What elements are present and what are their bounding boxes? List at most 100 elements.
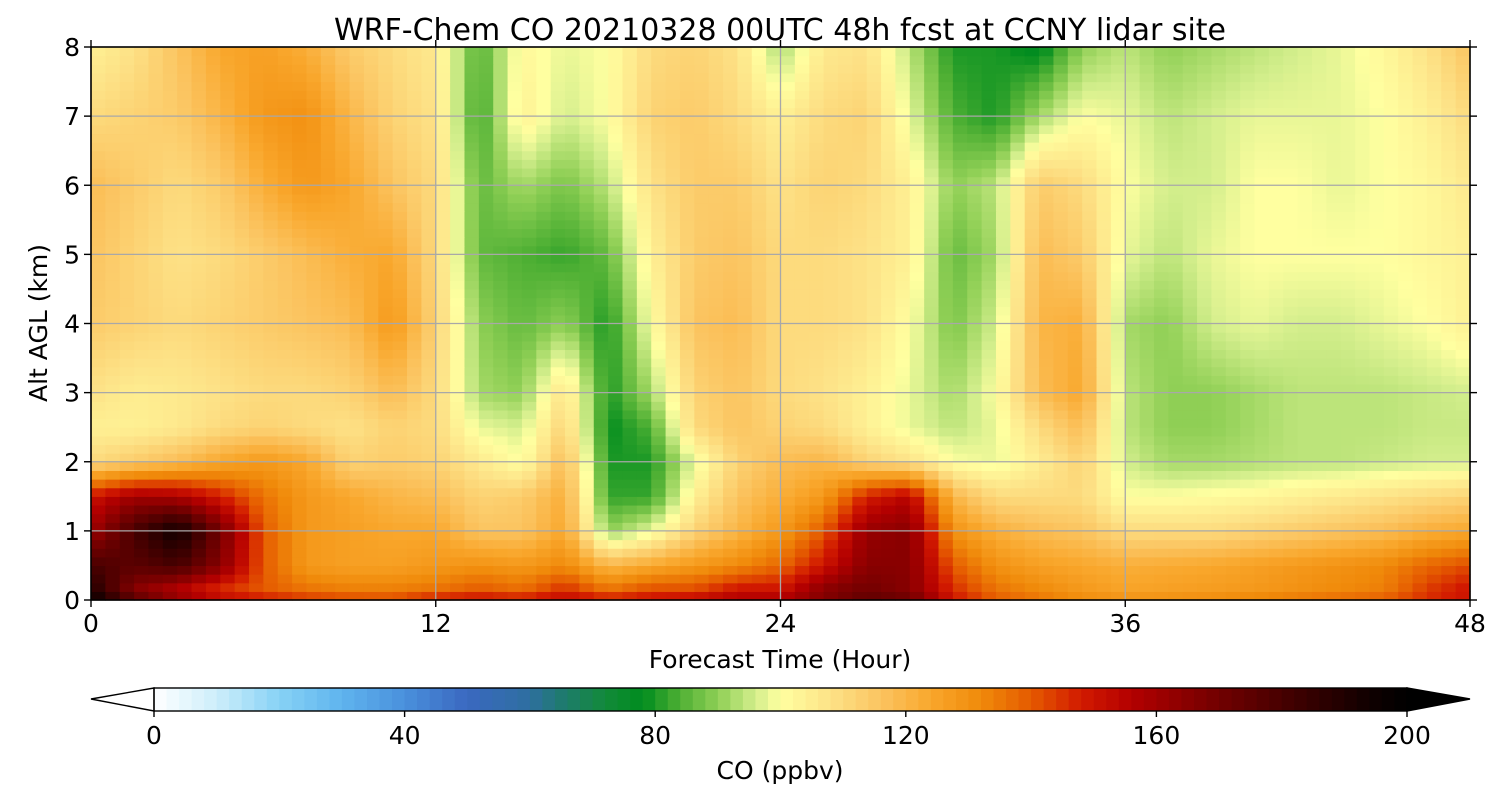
heatmap-cell	[478, 263, 494, 273]
heatmap-cell	[550, 306, 566, 316]
heatmap-cell	[1355, 323, 1371, 333]
heatmap-cell	[694, 340, 710, 351]
heatmap-cell	[148, 530, 164, 541]
heatmap-cell	[579, 219, 595, 230]
heatmap-cell	[1211, 574, 1227, 584]
heatmap-cell	[1211, 245, 1227, 255]
heatmap-cell	[478, 470, 494, 480]
heatmap-cell	[119, 513, 135, 523]
heatmap-cell	[723, 479, 738, 489]
heatmap-cell	[608, 591, 624, 601]
heatmap-cell	[407, 263, 422, 273]
heatmap-cell	[191, 349, 207, 359]
heatmap-cell	[421, 556, 437, 567]
heatmap-cell	[881, 392, 897, 402]
heatmap-cell	[435, 228, 451, 238]
heatmap-cell	[1326, 176, 1342, 186]
heatmap-cell	[134, 479, 150, 489]
heatmap-cell	[995, 582, 1011, 592]
heatmap-cell	[91, 271, 106, 281]
heatmap-cell	[177, 574, 193, 584]
heatmap-cell	[938, 150, 954, 160]
heatmap-cell	[191, 211, 207, 221]
heatmap-cell	[1225, 401, 1241, 411]
heatmap-cell	[694, 159, 710, 169]
heatmap-cell	[478, 574, 494, 584]
heatmap-cell	[622, 409, 638, 420]
heatmap-cell	[723, 254, 738, 264]
heatmap-cell	[694, 522, 710, 532]
heatmap-cell	[1340, 548, 1356, 558]
heatmap-cell	[134, 159, 150, 169]
heatmap-cell	[809, 167, 825, 178]
heatmap-cell	[852, 461, 868, 471]
heatmap-cell	[536, 167, 552, 178]
heatmap-cell	[1168, 444, 1184, 454]
heatmap-cell	[263, 470, 279, 480]
heatmap-cell	[809, 582, 825, 592]
heatmap-cell	[1340, 513, 1356, 523]
heatmap-cell	[1082, 504, 1098, 515]
heatmap-cell	[1110, 219, 1126, 230]
heatmap-cell	[866, 375, 882, 385]
heatmap-cell	[536, 427, 552, 437]
heatmap-cell	[320, 245, 336, 255]
heatmap-cell	[809, 418, 825, 428]
heatmap-cell	[723, 288, 738, 299]
heatmap-cell	[1153, 349, 1169, 359]
heatmap-cell	[536, 401, 552, 411]
heatmap-cell	[565, 383, 580, 394]
heatmap-cell	[1053, 263, 1069, 273]
heatmap-cell	[1398, 219, 1414, 230]
heatmap-cell	[1010, 401, 1026, 411]
heatmap-cell	[1369, 323, 1385, 333]
heatmap-cell	[335, 409, 351, 420]
heatmap-cell	[679, 185, 695, 195]
heatmap-cell	[866, 453, 882, 463]
heatmap-cell	[924, 288, 940, 299]
heatmap-cell	[794, 470, 810, 480]
heatmap-cell	[191, 280, 207, 290]
heatmap-cell	[536, 513, 552, 523]
heatmap-cell	[1355, 435, 1371, 446]
heatmap-cell	[263, 288, 279, 299]
heatmap-cell	[1153, 401, 1169, 411]
heatmap-cell	[651, 254, 667, 264]
heatmap-cell	[995, 323, 1011, 333]
heatmap-cell	[665, 167, 681, 178]
heatmap-cell	[751, 288, 767, 299]
heatmap-cell	[220, 297, 236, 307]
heatmap-cell	[392, 288, 408, 299]
heatmap-cell	[708, 349, 724, 359]
heatmap-cell	[1182, 280, 1198, 290]
heatmap-cell	[378, 487, 394, 497]
heatmap-cell	[234, 383, 250, 394]
heatmap-cell	[1168, 548, 1184, 558]
heatmap-cell	[1412, 556, 1428, 567]
heatmap-cell	[909, 427, 925, 437]
heatmap-cell	[565, 219, 580, 230]
heatmap-cell	[1283, 418, 1299, 428]
heatmap-cell	[852, 185, 868, 195]
heatmap-cell	[780, 435, 796, 446]
heatmap-cell	[1441, 461, 1457, 471]
heatmap-cell	[981, 392, 997, 402]
heatmap-cell	[263, 340, 279, 351]
heatmap-cell	[1024, 513, 1040, 523]
heatmap-cell	[1283, 479, 1299, 489]
heatmap-cell	[1441, 375, 1457, 385]
heatmap-cell	[952, 314, 968, 325]
heatmap-cell	[1039, 444, 1055, 454]
heatmap-cell	[679, 306, 695, 316]
heatmap-cell	[493, 565, 509, 575]
heatmap-cell	[363, 383, 379, 394]
heatmap-cell	[1010, 193, 1026, 204]
heatmap-cell	[91, 487, 106, 497]
heatmap-cell	[191, 150, 207, 160]
heatmap-cell	[665, 444, 681, 454]
heatmap-cell	[679, 271, 695, 281]
heatmap-cell	[1110, 185, 1126, 195]
heatmap-cell	[881, 530, 897, 541]
heatmap-cell	[1326, 340, 1342, 351]
heatmap-cell	[881, 254, 897, 264]
